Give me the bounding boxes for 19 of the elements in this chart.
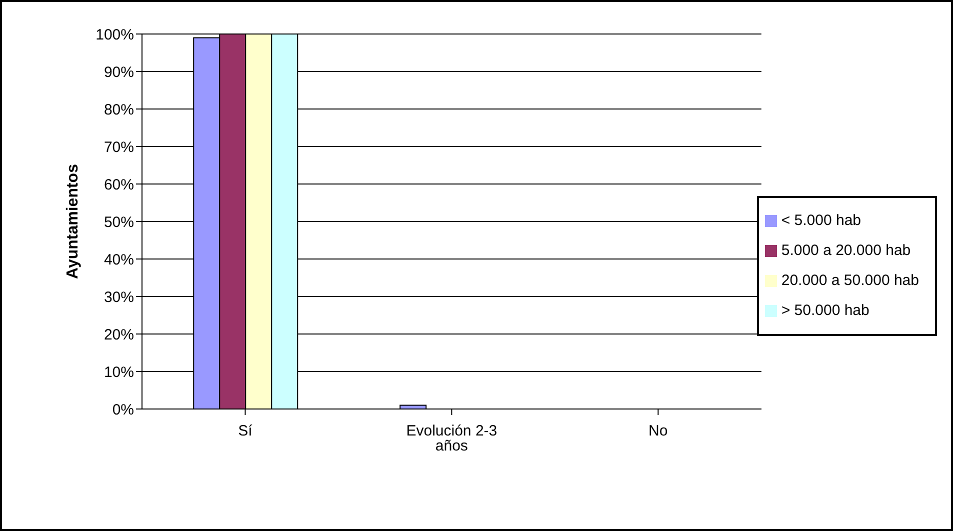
y-tick-label: 100% [96, 26, 134, 44]
x-tick-label: Sí [238, 422, 254, 440]
y-tick-label: 80% [104, 101, 134, 118]
y-tick-label: 0% [112, 401, 134, 418]
x-tick-label: No [648, 422, 668, 440]
y-tick-label: 70% [104, 138, 134, 156]
y-tick-label: 20% [104, 326, 134, 344]
legend-label: > 50.000 hab [781, 302, 870, 318]
legend-label: 20.000 a 50.000 hab [781, 272, 919, 288]
legend-label: 5.000 a 20.000 hab [781, 242, 911, 258]
x-tick-label: Evolución 2-3 años [406, 422, 498, 455]
y-tick-label: 60% [104, 176, 134, 194]
y-tick-label: 30% [104, 288, 134, 306]
y-tick-label: 50% [104, 214, 134, 231]
legend-label: < 5.000 hab [781, 212, 862, 228]
y-axis-title: Ayuntamientos [64, 164, 82, 279]
y-tick-label: 10% [104, 364, 134, 381]
y-tick-label: 90% [104, 64, 134, 81]
y-tick-label: 40% [104, 251, 134, 268]
